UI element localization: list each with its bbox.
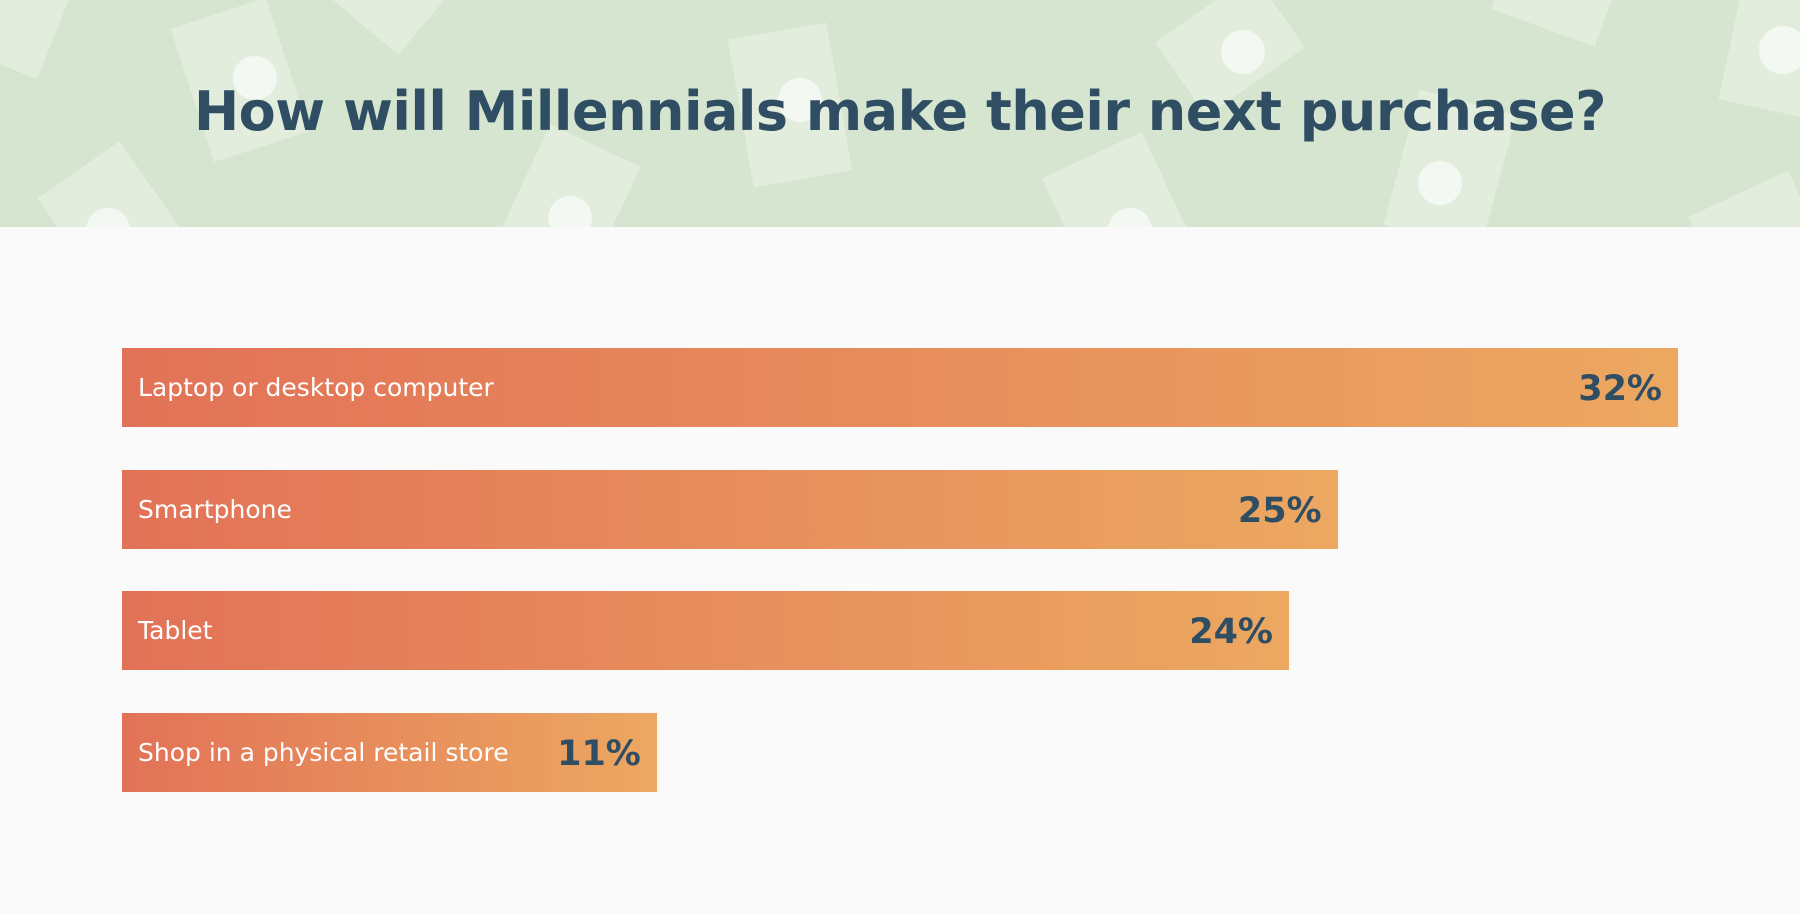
money-pattern-decoration [0,0,1800,227]
bar-value-label: 25% [1237,490,1322,531]
bar-value-label: 24% [1189,612,1273,652]
bar-label: Tablet [138,616,213,645]
bar-value-label: 32% [1578,369,1662,409]
bar-value-label: 11% [557,733,641,774]
bar-3: Tablet 24% [122,591,1289,670]
header-banner: How will Millennials make their next pur… [0,0,1800,227]
chart-title: How will Millennials make their next pur… [193,80,1607,143]
bar-chart: Laptop or desktop computer 32% Smartphone 2… [0,227,1800,915]
bar-1: Laptop or desktop computer 32% [122,348,1678,427]
bar-label: Shop in a physical retail store [138,737,509,767]
bar-4: Shop in a physical retail store 11% [122,712,657,792]
bar-2: Smartphone 25% [122,469,1338,549]
bar-label: Smartphone [138,494,292,524]
bar-label: Laptop or desktop computer [138,373,494,402]
